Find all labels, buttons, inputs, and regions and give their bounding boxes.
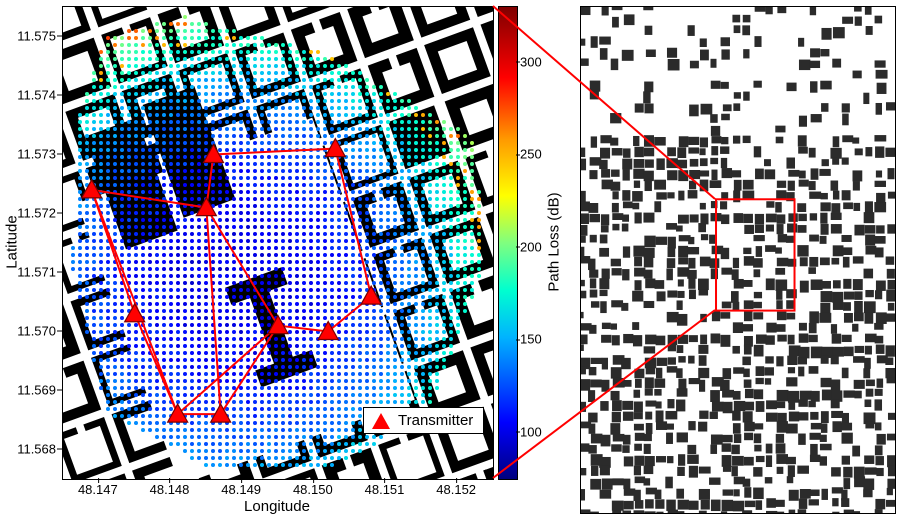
transmitter-marker-icon [372, 413, 390, 429]
x-tick: 48.151 [365, 482, 405, 497]
colorbar-label-text: Path Loss (dB) [546, 192, 563, 291]
right-context-map [580, 6, 896, 514]
colorbar-label: Path Loss (dB) [544, 6, 564, 478]
y-tick: 11.569 [0, 382, 56, 397]
colorbar-tick: 250 [520, 147, 542, 162]
colorbar-tick: 300 [520, 54, 542, 69]
y-tick: 11.575 [0, 28, 56, 43]
right-map-svg [581, 7, 895, 513]
x-tick: 48.152 [436, 482, 476, 497]
legend-label: Transmitter [398, 412, 473, 429]
figure-root: Latitude 11.56811.56911.57011.57111.5721… [0, 0, 900, 521]
y-tick: 11.574 [0, 87, 56, 102]
y-tick: 11.568 [0, 441, 56, 456]
x-tick: 48.149 [221, 482, 261, 497]
x-tick: 48.148 [150, 482, 190, 497]
y-tick: 11.573 [0, 146, 56, 161]
left-map-plot: Transmitter [62, 6, 494, 480]
y-tick: 11.572 [0, 205, 56, 220]
colorbar-tick: 150 [520, 332, 542, 347]
x-axis-label-text: Longitude [244, 498, 310, 515]
colorbar [498, 6, 518, 480]
colorbar-tick: 200 [520, 239, 542, 254]
x-tick: 48.150 [293, 482, 333, 497]
y-tick: 11.571 [0, 264, 56, 279]
y-axis-ticks: 11.568 11.569 11.570 11.571 11.572 11.573 11.5… [0, 6, 62, 478]
colorbar-tick: 100 [520, 424, 542, 439]
legend-box: Transmitter [363, 407, 484, 434]
x-tick: 48.147 [78, 482, 118, 497]
y-tick: 11.570 [0, 323, 56, 338]
x-axis-label: Longitude [62, 498, 492, 515]
